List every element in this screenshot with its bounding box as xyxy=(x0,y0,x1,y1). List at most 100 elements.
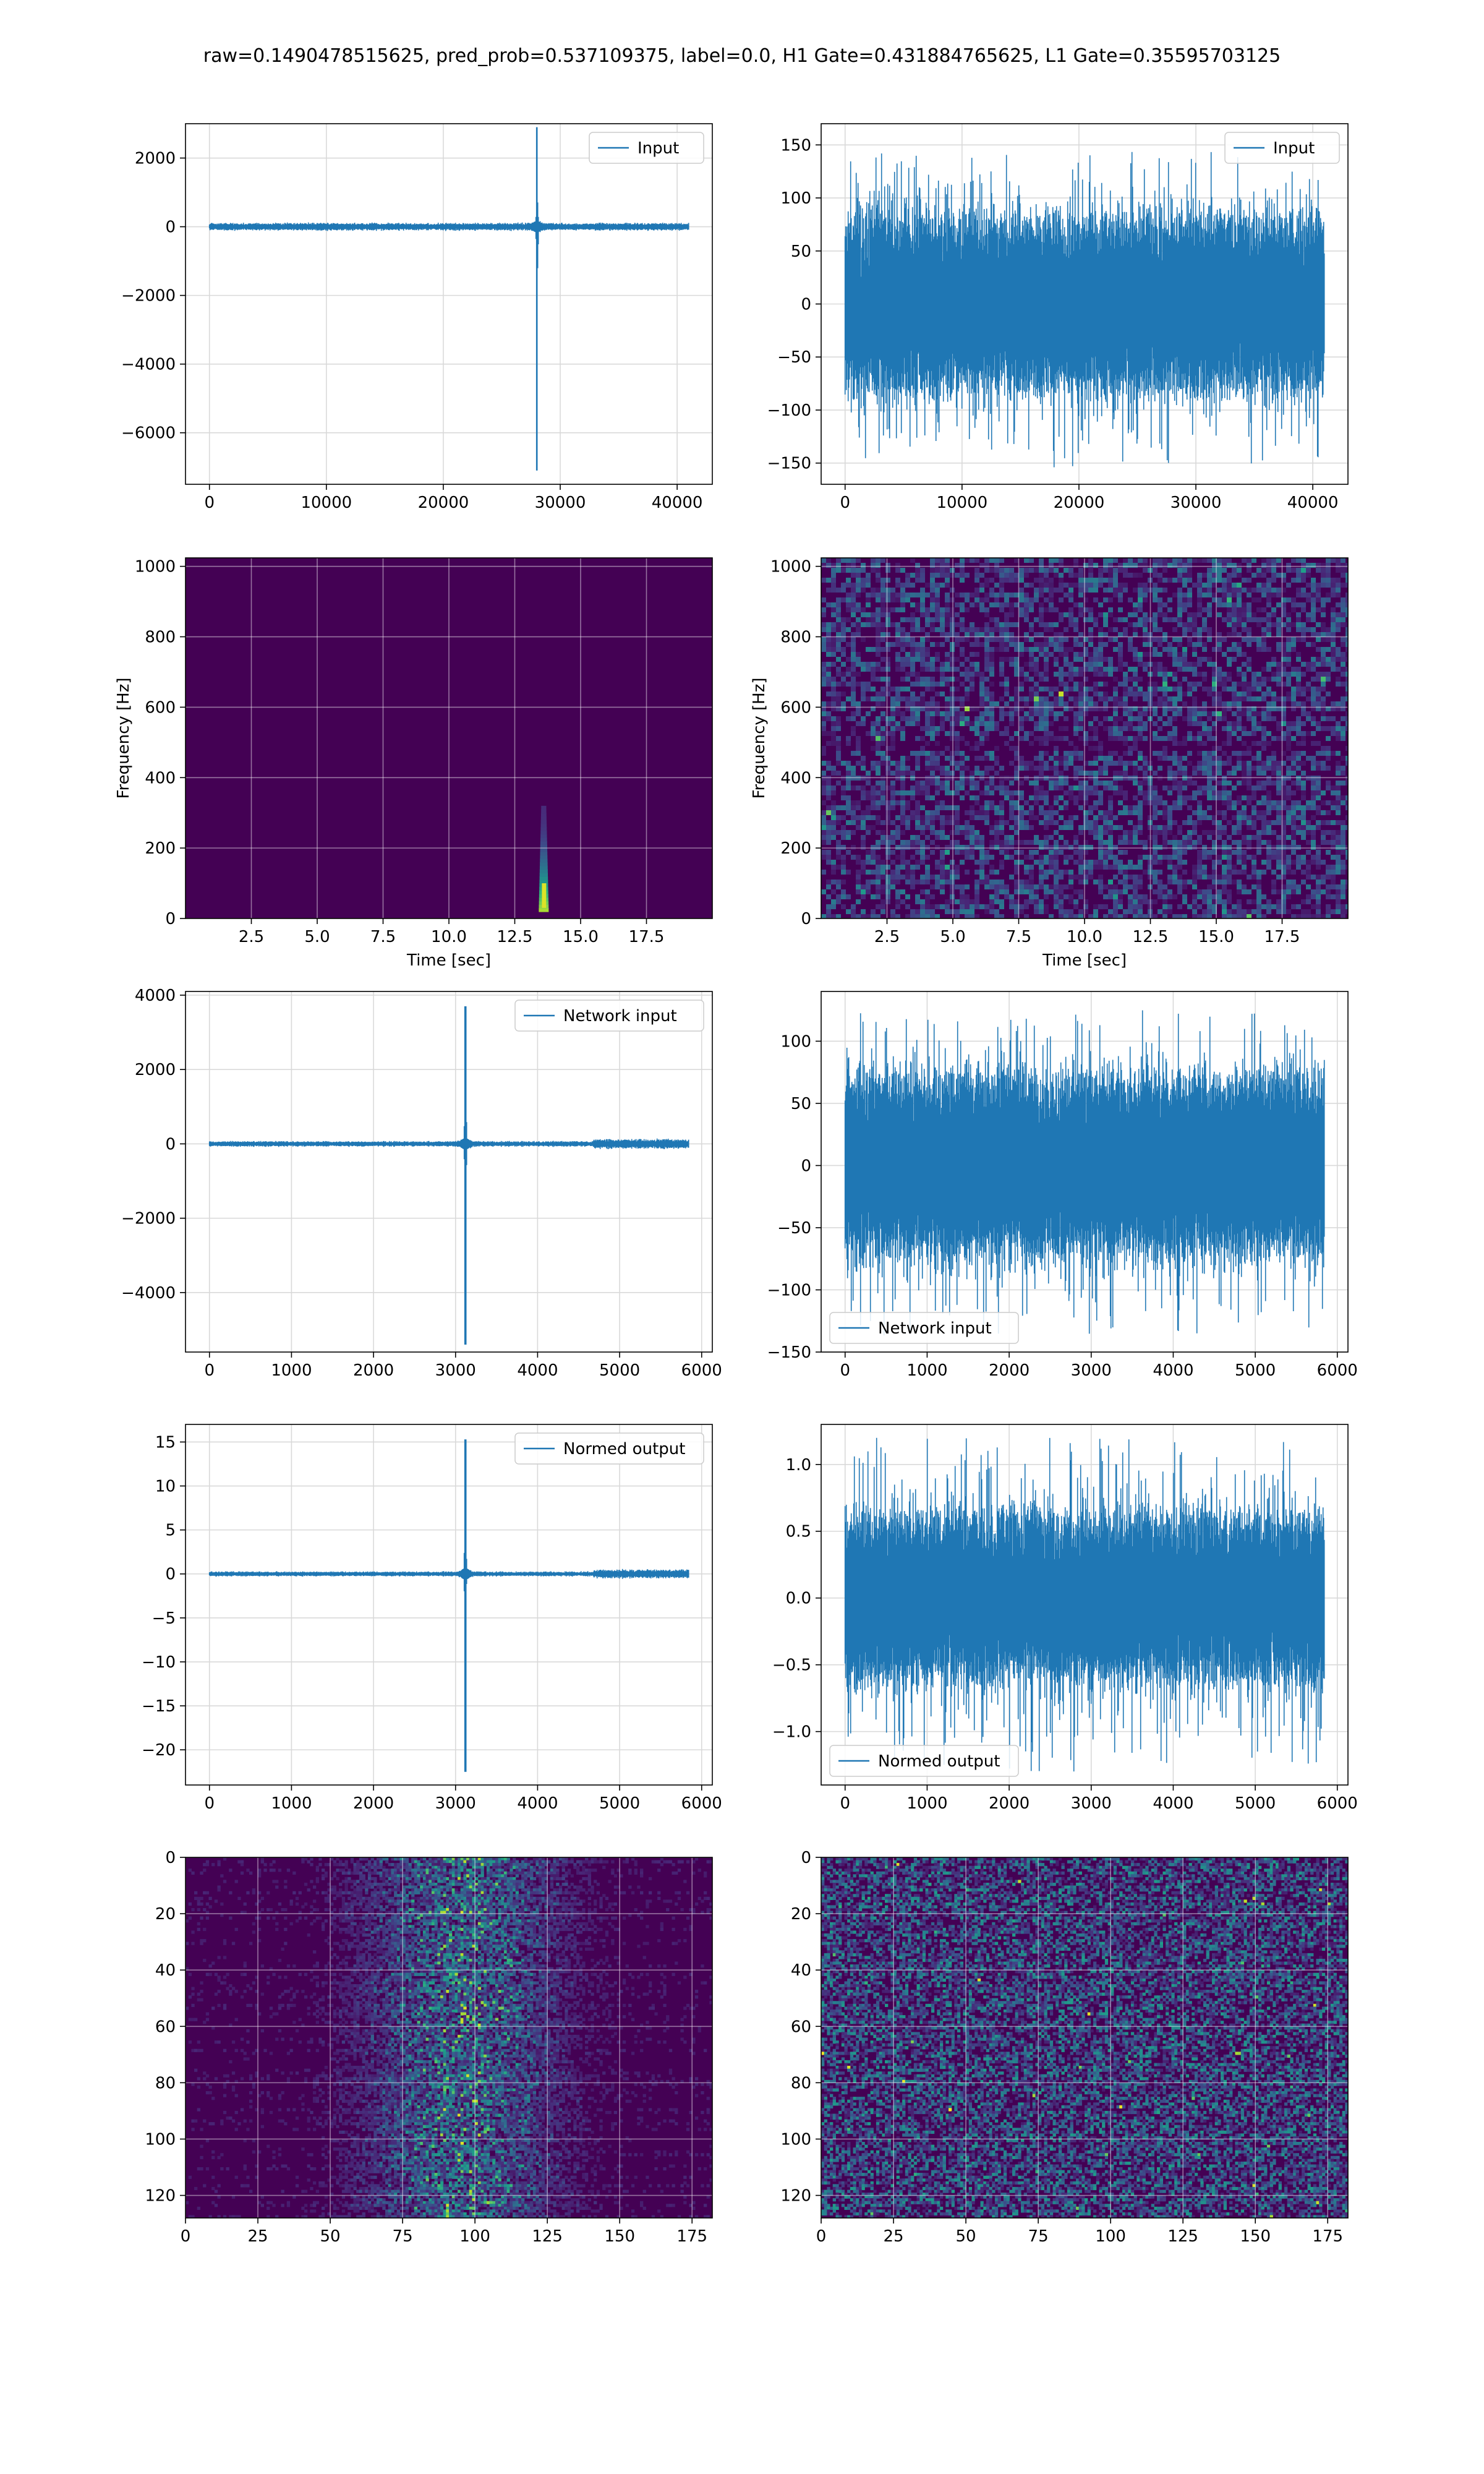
spectrogram-cell xyxy=(1232,766,1237,771)
spectrogram-cell xyxy=(831,568,836,573)
spectrogram-cell xyxy=(915,840,920,845)
spectrogram-cell xyxy=(915,756,920,761)
spectrogram-cell xyxy=(1019,904,1024,909)
spectrogram-cell xyxy=(1291,667,1296,672)
spectrogram-cell xyxy=(1222,870,1227,875)
spectrogram-cell xyxy=(1083,583,1088,588)
spectrogram-cell xyxy=(1133,781,1138,785)
spectrogram-cell xyxy=(1256,741,1261,746)
spectrogram-cell xyxy=(950,607,955,612)
spectrogram-cell xyxy=(1064,736,1068,741)
spectrogram-cell xyxy=(1054,637,1059,642)
spectrogram-cell xyxy=(881,716,885,721)
spectrogram-cell xyxy=(974,721,979,726)
spectrogram-cell xyxy=(984,583,989,588)
spectrogram-cell xyxy=(1073,914,1078,918)
spectrogram-cell xyxy=(1138,805,1143,810)
spectrogram-cell xyxy=(856,741,861,746)
spectrogram-cell xyxy=(890,909,895,914)
spectrogram-cell xyxy=(1078,825,1083,830)
x-axis-label: Time [sec] xyxy=(1042,951,1127,970)
spectrogram-cell xyxy=(1123,701,1128,706)
spectrogram-cell xyxy=(876,830,881,835)
x-tick-label: 15.0 xyxy=(1198,928,1234,946)
spectrogram-cell xyxy=(970,632,974,637)
spectrogram-cell xyxy=(831,642,836,647)
spectrogram-cell xyxy=(851,637,856,642)
spectrogram-cell xyxy=(1034,850,1039,855)
spectrogram-cell xyxy=(1247,627,1252,632)
spectrogram-cell xyxy=(979,810,984,815)
spectrogram-cell xyxy=(1088,662,1093,667)
spectrogram-cell xyxy=(871,815,876,820)
spectrogram-cell xyxy=(1227,687,1232,691)
spectrogram-cell xyxy=(1247,602,1252,607)
spectrogram-cell xyxy=(1311,607,1316,612)
spectrogram-cell xyxy=(885,840,890,845)
spectrogram-cell xyxy=(1093,746,1098,751)
spectrogram-cell xyxy=(1093,617,1098,622)
spectrogram-cell xyxy=(979,677,984,682)
spectrogram-cell xyxy=(1341,667,1345,672)
spectrogram-cell xyxy=(1192,781,1197,785)
spectrogram-cell xyxy=(836,657,841,662)
y-tick-label: 1000 xyxy=(135,558,176,576)
spectrogram-cell xyxy=(950,875,955,880)
spectrogram-cell xyxy=(1261,588,1266,593)
spectrogram-cell xyxy=(1345,652,1348,657)
spectrogram-cell xyxy=(905,637,910,642)
spectrogram-cell xyxy=(1316,889,1321,894)
spectrogram-cell xyxy=(1301,687,1306,691)
spectrogram-cell xyxy=(1044,884,1049,889)
spectrogram-cell xyxy=(1316,588,1321,593)
spectrogram-cell xyxy=(885,894,890,899)
spectrogram-cell xyxy=(1054,766,1059,771)
spectrogram-cell xyxy=(1306,909,1311,914)
spectrogram-cell xyxy=(1271,568,1276,573)
spectrogram-cell xyxy=(1039,845,1044,850)
spectrogram-cell xyxy=(1336,617,1341,622)
spectrogram-cell xyxy=(984,622,989,627)
spectrogram-cell xyxy=(965,706,970,711)
spectrogram-cell xyxy=(1143,771,1148,776)
spectrogram-cell xyxy=(1138,716,1143,721)
spectrogram-cell xyxy=(1281,751,1286,756)
spectrogram-cell xyxy=(1088,706,1093,711)
y-tick-label: 400 xyxy=(145,769,176,787)
spectrogram-cell xyxy=(1019,766,1024,771)
spectrogram-cell xyxy=(1098,865,1103,870)
spectrogram-cell xyxy=(1256,677,1261,682)
spectrogram-cell xyxy=(881,889,885,894)
spectrogram-cell xyxy=(960,662,965,667)
spectrogram-cell xyxy=(925,667,930,672)
spectrogram-cell xyxy=(821,761,826,766)
spectrogram-cell xyxy=(1212,721,1217,726)
spectrogram-cell xyxy=(940,583,945,588)
spectrogram-cell xyxy=(831,583,836,588)
spectrogram-cell xyxy=(841,785,846,790)
spectrogram-cell xyxy=(965,593,970,597)
spectrogram-cell xyxy=(1162,563,1167,568)
spectrogram-cell xyxy=(984,578,989,583)
spectrogram-cell xyxy=(915,815,920,820)
spectrogram-cell xyxy=(846,667,851,672)
spectrogram-cell xyxy=(1172,865,1177,870)
spectrogram-cell xyxy=(900,642,905,647)
spectrogram-cell xyxy=(930,781,935,785)
spectrogram-cell xyxy=(821,790,826,795)
spectrogram-cell xyxy=(1078,850,1083,855)
spectrogram-cell xyxy=(1078,756,1083,761)
spectrogram-cell xyxy=(930,563,935,568)
spectrogram-cell xyxy=(1029,558,1034,563)
spectrogram-cell xyxy=(1276,909,1281,914)
spectrogram-cell xyxy=(999,716,1004,721)
spectrogram-cell xyxy=(970,726,974,731)
spectrogram-cell xyxy=(1103,597,1108,602)
spectrogram-cell xyxy=(905,687,910,691)
spectrogram-cell xyxy=(1222,711,1227,716)
spectrogram-cell xyxy=(846,870,851,875)
spectrogram-cell xyxy=(1078,766,1083,771)
spectrogram-cell xyxy=(1158,766,1162,771)
spectrogram-cell xyxy=(945,771,950,776)
spectrogram-cell xyxy=(1162,602,1167,607)
